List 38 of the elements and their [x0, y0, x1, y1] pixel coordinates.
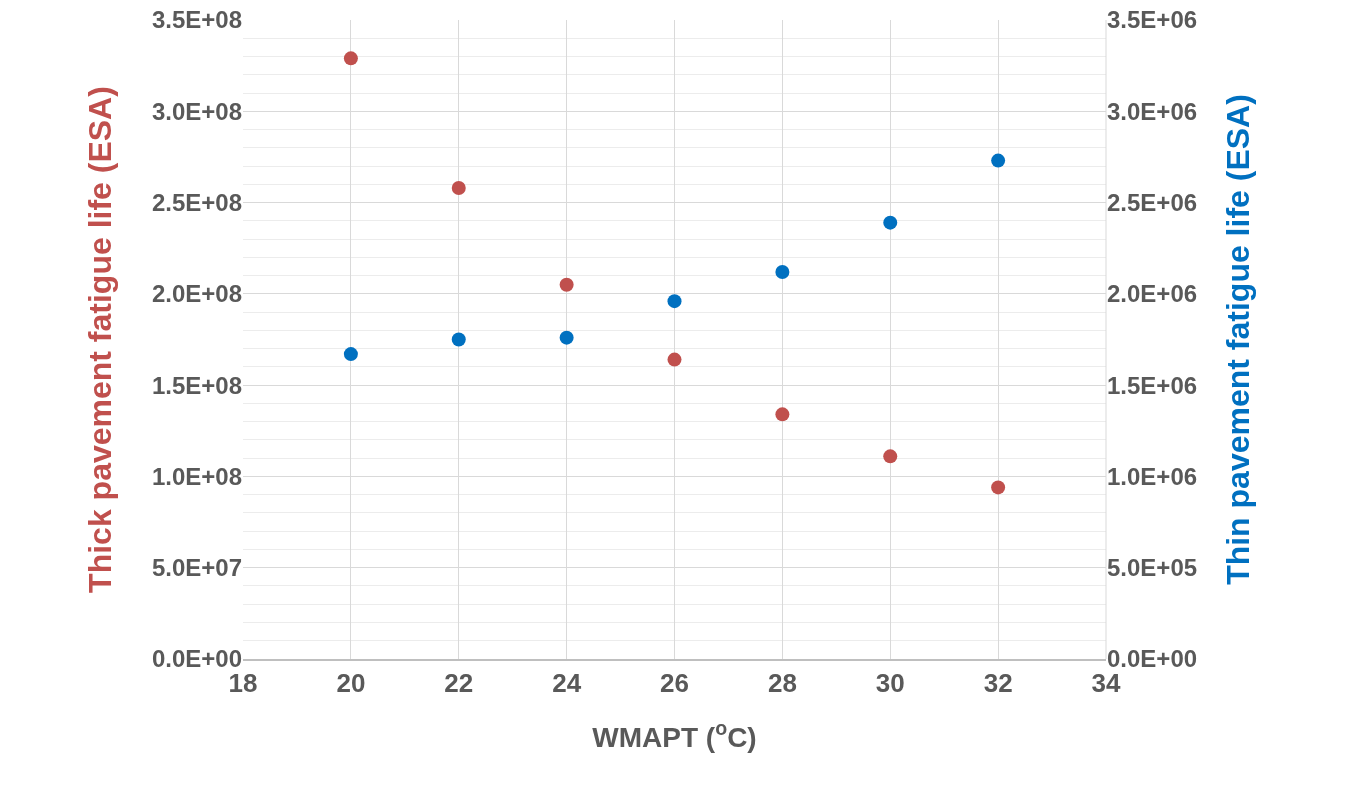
x-tick-label: 28 [767, 667, 797, 698]
y-tick-label: 3.5E+08 [151, 6, 242, 34]
x-axis-title: WMAPT ($^{o}$C) [592, 716, 757, 753]
x-tick-label: 20 [336, 667, 366, 698]
x-tick-label: 30 [875, 667, 905, 698]
point [667, 294, 682, 309]
x-tick-label: 32 [983, 667, 1013, 698]
y2-axis-title: Thin pavement fatigue life (ESA) [1219, 94, 1256, 585]
y-axis-title: Thick pavement fatigue life (ESA) [82, 86, 119, 593]
y-tick-label: 2.0E+08 [151, 280, 242, 308]
x-tick-label: 26 [660, 667, 689, 698]
y-tick-label: 1.5E+08 [151, 371, 242, 399]
point [559, 330, 574, 345]
point [883, 215, 898, 230]
point [991, 480, 1006, 495]
x-tick-label: 24 [552, 667, 582, 698]
point [343, 347, 358, 362]
y2-tick-label: 2.0E+06 [1107, 280, 1198, 308]
point [883, 449, 898, 464]
point [667, 352, 682, 367]
y2-tick-label: 1.5E+06 [1107, 371, 1198, 399]
y2-tick-label: 5.0E+05 [1107, 554, 1198, 582]
y2-tick-label: 3.5E+06 [1107, 6, 1198, 34]
point [451, 180, 466, 195]
y-tick-label: 5.0E+07 [151, 554, 242, 582]
y-tick-label: 1.0E+08 [151, 462, 242, 490]
point [343, 51, 358, 66]
point [559, 277, 574, 292]
point [991, 153, 1006, 168]
point [451, 332, 466, 347]
y-tick-label: 2.5E+08 [151, 188, 242, 216]
point [775, 264, 790, 279]
y2-tick-label: 2.5E+06 [1107, 188, 1198, 216]
y2-tick-label: 3.0E+06 [1107, 97, 1198, 125]
y2-tick-label: 1.0E+06 [1107, 462, 1198, 490]
x-tick-label: 22 [444, 667, 474, 698]
point [775, 407, 790, 422]
y-tick-label: 3.0E+08 [151, 97, 242, 125]
